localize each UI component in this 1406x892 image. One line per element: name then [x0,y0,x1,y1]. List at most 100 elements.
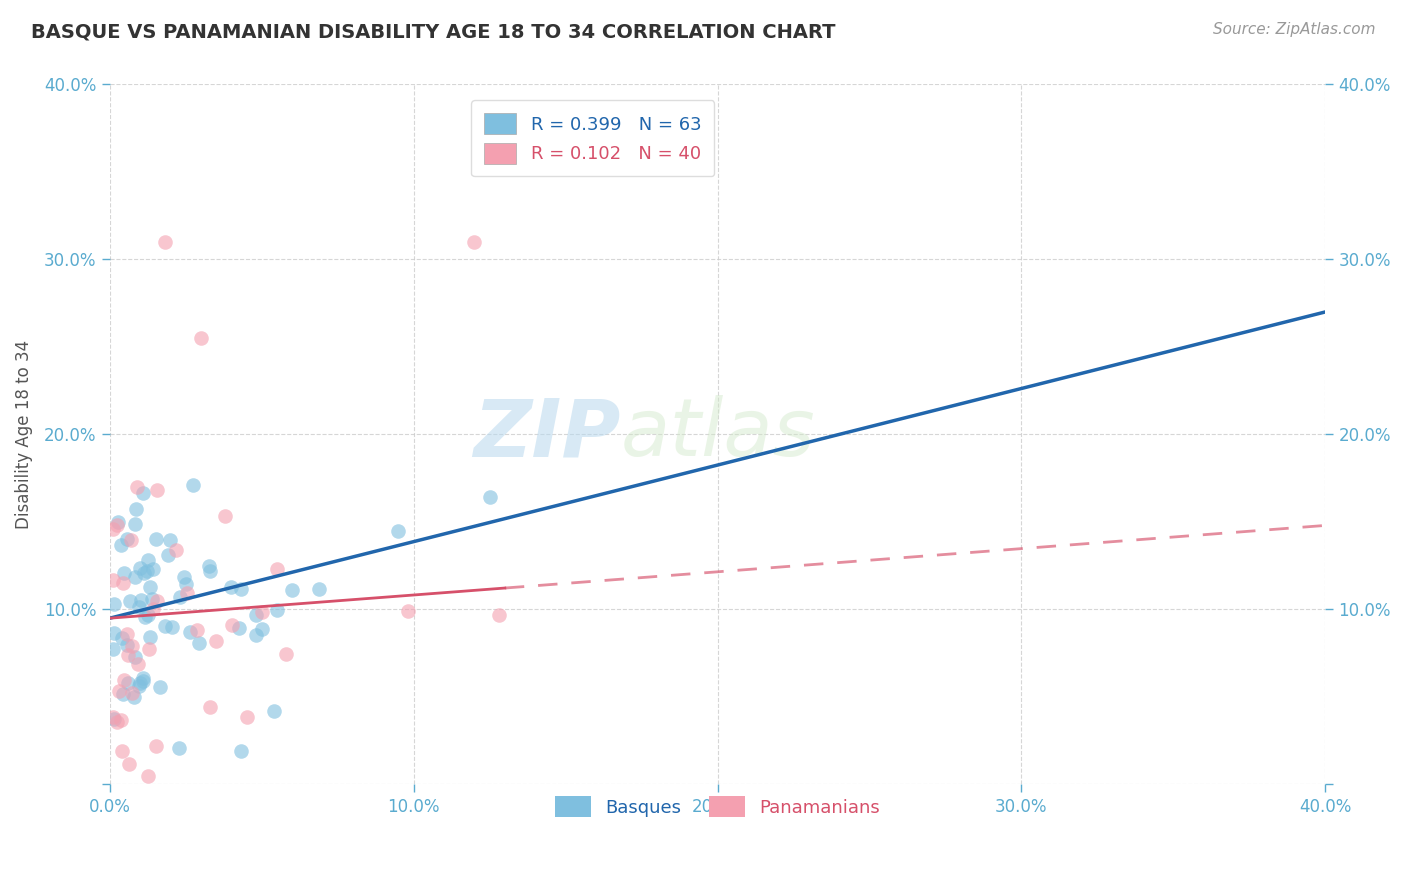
Point [118,757,141,772]
Point [149,680,172,694]
Point [276,647,298,661]
Point [101,574,124,588]
Point [463,235,485,249]
Point [111,744,134,758]
Point [245,607,267,622]
Point [135,564,157,578]
Point [198,699,221,714]
Point [115,532,138,546]
Point [142,562,165,576]
Point [134,566,156,580]
Point [125,502,148,516]
Point [136,608,159,623]
Point [108,684,131,698]
Point [146,483,169,498]
Point [121,685,143,699]
Point [124,570,146,584]
Point [145,532,167,546]
Point [221,580,243,594]
Point [128,600,150,615]
Point [138,642,160,657]
Text: ZIP: ZIP [472,395,620,474]
Point [139,630,162,644]
Point [107,516,129,530]
Point [229,744,252,758]
Point [205,633,228,648]
Point [112,566,135,581]
Point [101,523,124,537]
Point [387,524,409,539]
Point [153,619,176,633]
Point [124,650,146,665]
Point [127,657,149,672]
Point [266,603,288,617]
Point [112,576,135,591]
Point [159,533,181,547]
Point [228,621,250,635]
Point [396,604,419,618]
Point [221,618,243,632]
Point [110,713,132,727]
Point [169,590,191,604]
Point [214,509,236,524]
Point [122,690,145,705]
Point [173,570,195,584]
Point [117,638,139,652]
Point [231,582,253,596]
Point [169,741,191,756]
Point [132,485,155,500]
Point [103,709,125,723]
Y-axis label: Disability Age 18 to 34: Disability Age 18 to 34 [15,340,32,529]
Point [139,580,162,594]
Point [235,710,257,724]
Point [111,688,134,702]
Point [186,624,208,638]
Point [105,517,128,532]
Point [153,235,176,249]
Legend: Basques, Panamanians: Basques, Panamanians [548,789,887,824]
Point [145,593,167,607]
Point [281,583,304,598]
Point [174,577,197,591]
Point [142,602,165,616]
Point [245,628,267,642]
Point [250,605,273,619]
Point [111,631,134,645]
Point [250,622,273,636]
Point [103,597,125,611]
Point [266,562,288,576]
Point [263,704,285,718]
Point [176,586,198,600]
Point [101,641,124,656]
Point [103,626,125,640]
Point [131,593,153,607]
Text: Source: ZipAtlas.com: Source: ZipAtlas.com [1212,22,1375,37]
Point [488,608,510,623]
Point [160,620,183,634]
Point [120,594,142,608]
Point [110,538,132,552]
Point [132,673,155,688]
Point [128,561,150,575]
Point [117,627,139,641]
Point [124,517,146,532]
Point [105,715,128,730]
Point [308,582,330,596]
Point [190,331,212,345]
Point [198,564,221,578]
Point [181,478,204,492]
Point [141,592,163,607]
Point [128,679,150,693]
Point [157,548,180,562]
Point [103,712,125,726]
Point [117,676,139,690]
Point [117,648,139,663]
Point [134,609,156,624]
Point [165,543,187,558]
Point [145,739,167,753]
Point [136,552,159,566]
Text: BASQUE VS PANAMANIAN DISABILITY AGE 18 TO 34 CORRELATION CHART: BASQUE VS PANAMANIAN DISABILITY AGE 18 T… [31,22,835,41]
Point [136,769,159,783]
Point [121,640,143,654]
Text: atlas: atlas [620,395,815,474]
